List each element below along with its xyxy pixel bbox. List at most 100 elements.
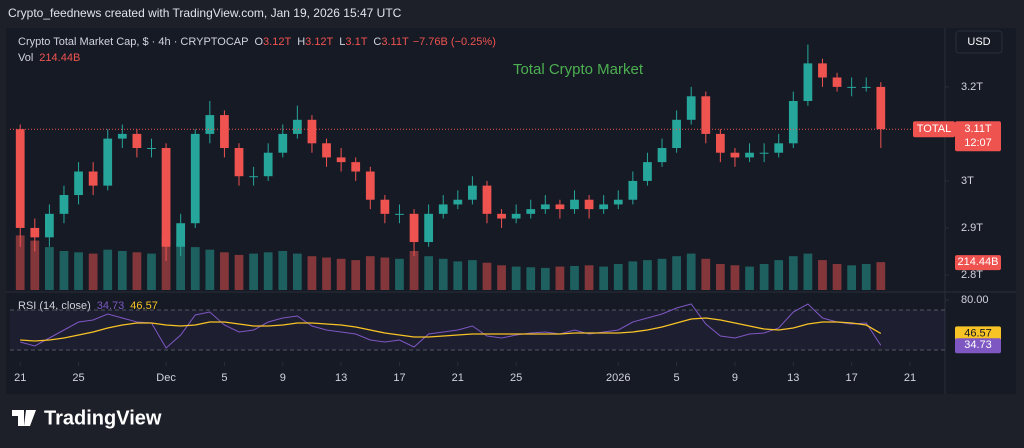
volume-bar xyxy=(263,252,273,290)
rsi-line xyxy=(20,303,882,349)
volume-bar xyxy=(147,253,156,290)
volume-bar xyxy=(686,253,696,290)
volume-bar xyxy=(176,243,186,290)
volume-bar xyxy=(803,253,813,290)
volume-bar xyxy=(336,258,346,290)
currency[interactable]: USD xyxy=(967,36,990,48)
candle-body xyxy=(365,171,375,200)
x-tick-label: 17 xyxy=(393,372,405,384)
volume-bar xyxy=(482,262,492,290)
volume-bar xyxy=(88,253,98,290)
volume-bar xyxy=(511,266,521,290)
candle-body xyxy=(803,63,813,101)
rsi-tag: 34.73 xyxy=(964,339,992,351)
volume-value: 214.44B xyxy=(39,52,80,64)
volume-bar xyxy=(278,251,288,290)
candle-body xyxy=(497,213,506,219)
candle-body xyxy=(176,223,186,247)
x-tick-label: 9 xyxy=(732,372,738,384)
candle-body xyxy=(15,129,25,228)
volume-bar xyxy=(526,267,536,290)
logo-text: TradingView xyxy=(44,407,162,429)
candle-body xyxy=(555,204,565,210)
volume-bar xyxy=(365,256,375,290)
volume-bar xyxy=(292,253,302,290)
volume-bar xyxy=(715,264,725,290)
candle-body xyxy=(759,152,769,154)
candle-body xyxy=(745,152,754,158)
volume-bar xyxy=(438,258,448,290)
candle-body xyxy=(263,152,273,177)
volume-bar xyxy=(395,258,404,290)
volume-bar xyxy=(570,265,579,290)
candle-body xyxy=(686,96,696,120)
x-tick-label: 5 xyxy=(674,372,680,384)
candle-body xyxy=(190,133,200,224)
candle-body xyxy=(584,199,594,210)
x-tick-label: 5 xyxy=(221,372,227,384)
symbol-title: Crypto Total Market Cap, $ · 4h · CRYPTO… xyxy=(18,36,248,48)
candle-body xyxy=(715,133,725,153)
candle-body xyxy=(278,133,288,153)
volume-bar xyxy=(745,266,754,290)
ohlc-key: H xyxy=(297,36,305,48)
currency-button[interactable] xyxy=(955,30,1003,54)
volume-bar xyxy=(15,235,25,290)
logo-icon xyxy=(12,410,36,426)
volume-bar xyxy=(818,260,827,290)
candle-body xyxy=(613,199,623,205)
candle-body xyxy=(380,199,390,214)
volume-bar xyxy=(584,265,594,290)
x-tick-label: 25 xyxy=(510,372,522,384)
ohlc-key: C xyxy=(373,36,381,48)
volume-bar xyxy=(643,260,652,290)
x-tick-label: 13 xyxy=(335,372,347,384)
volume-bar xyxy=(468,260,477,290)
candle-body xyxy=(336,157,346,163)
volume-bar xyxy=(657,258,667,290)
candle-body xyxy=(861,86,871,88)
countdown: 12:07 xyxy=(964,137,992,149)
credit: Crypto_feednews created with TradingView… xyxy=(8,6,402,20)
candle-body xyxy=(147,148,156,150)
candle-body xyxy=(88,171,98,186)
ohlc-key: O xyxy=(254,36,263,48)
x-tick-label: 13 xyxy=(787,372,799,384)
candle-body xyxy=(103,138,113,186)
ohlc-value: 3.1T xyxy=(345,36,367,48)
chart-panel xyxy=(6,28,1016,394)
rsi-ma-line xyxy=(20,317,882,342)
volume-bar xyxy=(672,256,681,290)
volume-bar xyxy=(599,266,609,290)
x-tick-label: 25 xyxy=(72,372,84,384)
candle-body xyxy=(540,204,550,210)
volume-bar xyxy=(30,240,40,290)
candle-body xyxy=(628,180,638,200)
volume-bar xyxy=(45,247,54,290)
volume-bar xyxy=(876,262,886,290)
candle-body xyxy=(307,119,317,144)
annotation: Total Crypto Market xyxy=(513,61,644,78)
rsi-ma-tag: 46.57 xyxy=(964,327,992,339)
candle-body xyxy=(117,133,127,139)
candle-body xyxy=(468,185,477,200)
volume-bar xyxy=(832,264,842,290)
volume-bar xyxy=(380,257,390,290)
rsi-value: 34.73 xyxy=(97,300,125,312)
candle-body xyxy=(570,199,579,210)
candle-body xyxy=(161,148,171,247)
logo: TradingView xyxy=(12,407,162,429)
candle-body xyxy=(657,148,667,163)
volume-bar xyxy=(74,252,83,290)
candle-body xyxy=(74,171,83,196)
candle-body xyxy=(730,152,740,158)
volume-bar xyxy=(613,264,623,290)
candle-body xyxy=(409,213,419,243)
volume-bar xyxy=(132,252,142,290)
ohlc-key: L xyxy=(339,36,345,48)
volume-bar xyxy=(117,251,127,290)
candle-body xyxy=(351,162,361,172)
x-tick-label: 17 xyxy=(846,372,858,384)
volume-bar xyxy=(234,254,244,290)
